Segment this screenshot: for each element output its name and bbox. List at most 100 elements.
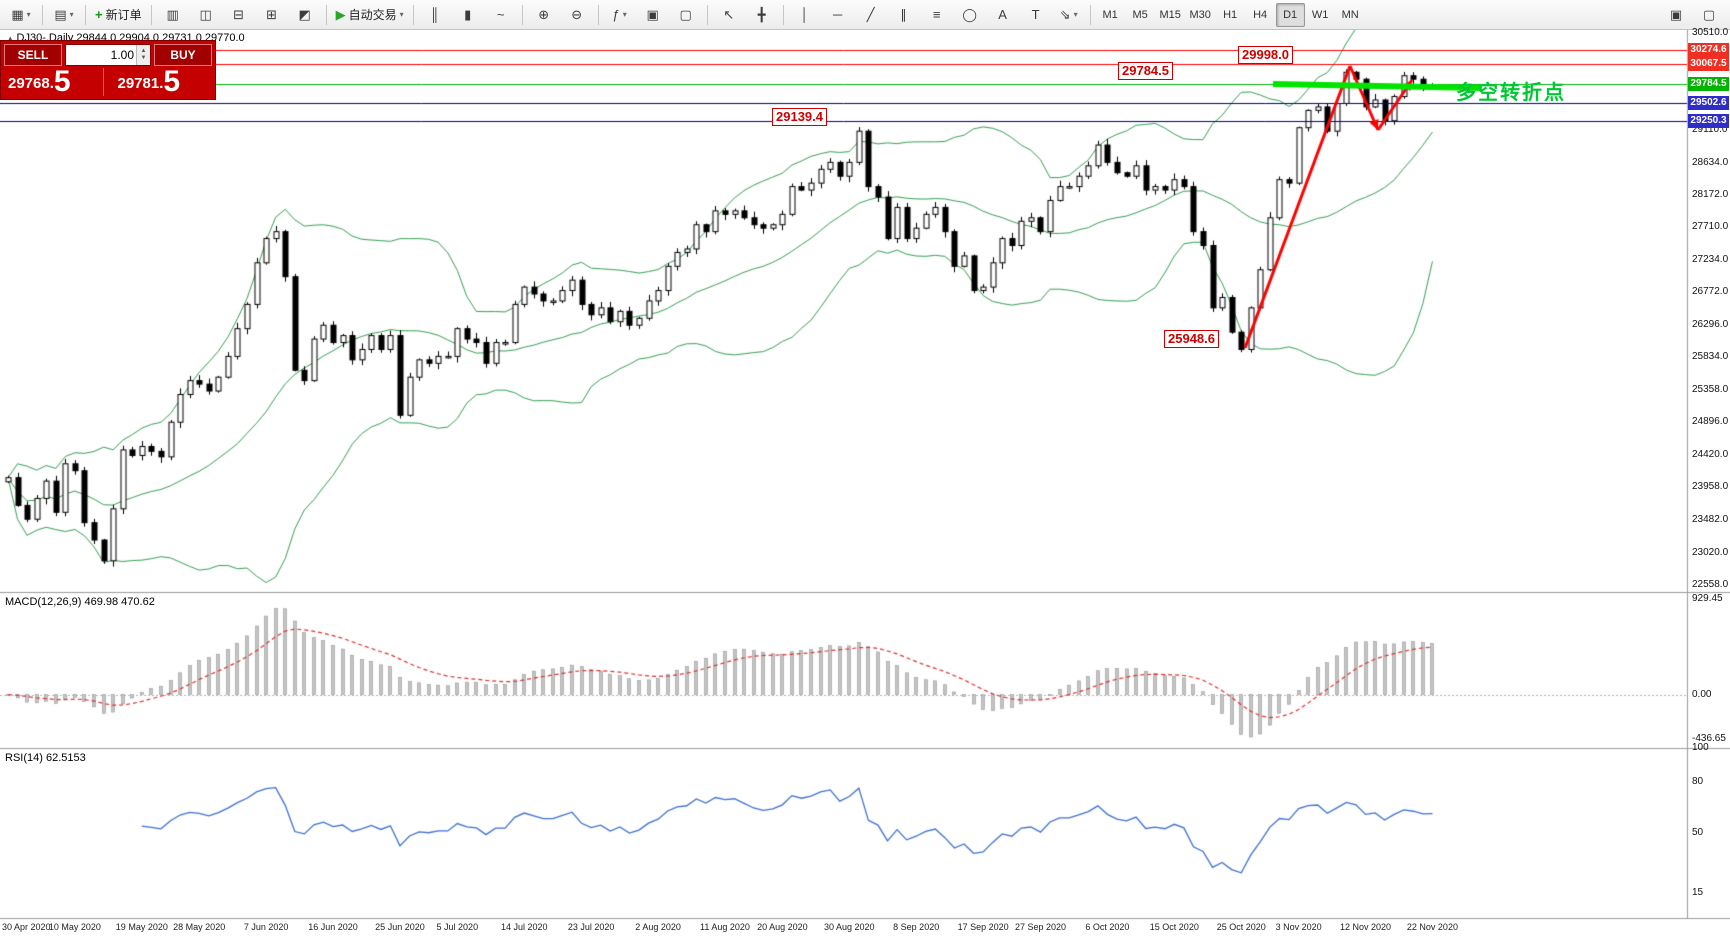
date-axis-label: 3 Nov 2020 (1275, 922, 1322, 932)
date-axis-label: 6 Oct 2020 (1085, 922, 1130, 932)
zoom-in-icon: ⊕ (538, 7, 550, 22)
toolbar-separator (706, 4, 708, 25)
timeframe-h1-button[interactable]: H1 (1223, 8, 1238, 21)
price-axis-tick: 23958.0 (1692, 481, 1729, 493)
navigator-button[interactable]: ⊟ (223, 2, 255, 28)
date-axis-label: 2 Aug 2020 (635, 922, 681, 932)
channel-button[interactable]: ∥ (888, 2, 920, 28)
date-axis-label: 15 Oct 2020 (1149, 922, 1199, 932)
text-button[interactable]: A (987, 2, 1019, 28)
price-level-tag: 29502.6 (1688, 96, 1729, 111)
date-axis-label: 30 Aug 2020 (823, 922, 875, 932)
date-axis-label: 17 Sep 2020 (957, 922, 1009, 932)
dropdown-caret-icon: ▾ (26, 10, 31, 19)
price-axis-tick: 24896.0 (1692, 416, 1729, 428)
panel-toggle-icon: ▢ (1702, 7, 1716, 22)
toolbar-separator (42, 4, 43, 25)
chart-shift-icon: ▴ (8, 33, 13, 43)
rsi-indicator-label: RSI(14) 62.5153 (5, 752, 86, 764)
date-axis-label: 11 Aug 2020 (700, 922, 750, 932)
volume-down-icon[interactable]: ▼ (140, 55, 147, 61)
toolbar-separator (412, 4, 414, 25)
buy-price-big-digit: 5 (163, 65, 181, 98)
line-chart-button[interactable]: ~ (485, 2, 517, 28)
trendline-icon: ╱ (866, 7, 875, 22)
shapes-button[interactable]: ◯ (954, 2, 986, 28)
price-axis-tick: 28634.0 (1692, 157, 1729, 169)
profiles-icon: ▤ (54, 7, 67, 22)
rsi-axis-tick: 15 (1692, 886, 1704, 898)
dropdown-caret-icon: ▾ (399, 10, 404, 19)
date-axis-label: 16 Jun 2020 (308, 922, 358, 932)
timeframe-d1-button[interactable]: D1 (1275, 2, 1305, 27)
panel-toggle-button[interactable]: ▢ (1693, 2, 1725, 28)
data-window-icon: ◫ (199, 7, 212, 22)
price-axis-tick: 23020.0 (1692, 546, 1729, 558)
new-order-button[interactable]: + 新订单 (91, 2, 146, 28)
timeframe-m1-button[interactable]: M1 (1102, 8, 1118, 21)
terminal-button[interactable]: ⊞ (256, 2, 288, 28)
date-axis-label: 27 Sep 2020 (1014, 922, 1066, 932)
auto-trading-button[interactable]: ▶ 自动交易 ▾ (332, 2, 408, 28)
toolbar-separator (597, 4, 599, 25)
date-axis-label: 20 Aug 2020 (757, 922, 808, 932)
new-chart-button[interactable]: ▦ ▾ (5, 2, 37, 28)
bar-chart-button[interactable]: ║ (419, 2, 451, 28)
cursor-icon: ↖ (723, 7, 735, 22)
volume-up-icon[interactable]: ▲ (140, 48, 147, 54)
chart-overlay: ▴ DJ30-,Daily 29844.0 29904.0 29731.0 297… (0, 27, 1730, 939)
rsi-axis-tick: 80 (1692, 776, 1704, 787)
rsi-axis-tick: 50 (1692, 827, 1704, 838)
timeframe-w1-button[interactable]: W1 (1311, 8, 1329, 21)
bar-chart-icon: ║ (430, 7, 440, 22)
vertical-line-button[interactable]: │ (789, 2, 821, 28)
strategy-tester-button[interactable]: ◩ (289, 2, 321, 28)
auto-trading-icon: ▶ (335, 7, 346, 22)
volume-input[interactable] (66, 45, 136, 65)
candlestick-chart-icon: ▮ (464, 7, 472, 22)
crosshair-button[interactable]: ╋ (746, 2, 778, 28)
new-order-icon: + (95, 7, 103, 22)
arrows-button[interactable]: ⇘ ▾ (1053, 2, 1085, 28)
date-axis-label: 28 May 2020 (173, 922, 226, 932)
price-chart-canvas[interactable] (0, 30, 1730, 939)
cascade-windows-button[interactable]: ▢ (670, 2, 702, 28)
toolbar-separator (325, 4, 327, 25)
price-callout: 29139.4 (772, 108, 827, 126)
label-icon: T (1031, 7, 1040, 22)
horizontal-line-button[interactable]: ─ (822, 2, 854, 28)
price-axis-tick: 24420.0 (1692, 449, 1729, 461)
chart-window-restore-button[interactable]: ▣ (1660, 2, 1692, 28)
date-axis-label: 22 Nov 2020 (1406, 922, 1458, 932)
label-button[interactable]: T (1020, 2, 1052, 28)
profiles-button[interactable]: ▤ ▾ (48, 2, 80, 28)
price-level-tag: 29784.5 (1688, 76, 1729, 91)
date-axis-label: 25 Jun 2020 (375, 922, 425, 932)
data-window-button[interactable]: ◫ (190, 2, 222, 28)
buy-price: 29781. 5 (102, 65, 213, 98)
timeframe-m30-button[interactable]: M30 (1189, 8, 1211, 21)
price-callout: 29784.5 (1118, 62, 1173, 80)
tile-windows-button[interactable]: ▣ (637, 2, 669, 28)
sell-button[interactable]: SELL (4, 44, 62, 66)
cursor-button[interactable]: ↖ (713, 2, 745, 28)
market-watch-button[interactable]: ▥ (157, 2, 189, 28)
timeframe-m5-button[interactable]: M5 (1132, 8, 1148, 21)
trendline-button[interactable]: ╱ (855, 2, 887, 28)
text-icon: A (998, 7, 1007, 22)
timeframe-m15-button[interactable]: M15 (1159, 8, 1181, 21)
timeframe-h4-button[interactable]: H4 (1253, 8, 1268, 21)
sell-price-main: 29768. (8, 75, 54, 92)
zoom-in-button[interactable]: ⊕ (528, 2, 560, 28)
date-axis-label: 14 Jul 2020 (500, 922, 548, 932)
timeframe-mn-button[interactable]: MN (1341, 8, 1359, 21)
chart-area: ▴ DJ30-,Daily 29844.0 29904.0 29731.0 297… (0, 27, 1730, 939)
candlestick-chart-button[interactable]: ▮ (452, 2, 484, 28)
zoom-out-button[interactable]: ⊖ (561, 2, 593, 28)
crosshair-icon: ╋ (757, 7, 766, 22)
price-axis-tick: 22558.0 (1692, 578, 1729, 590)
fibonacci-button[interactable]: ≡ (921, 2, 953, 28)
indicators-button[interactable]: ƒ ▾ (604, 2, 636, 28)
buy-button[interactable]: BUY (154, 44, 212, 66)
